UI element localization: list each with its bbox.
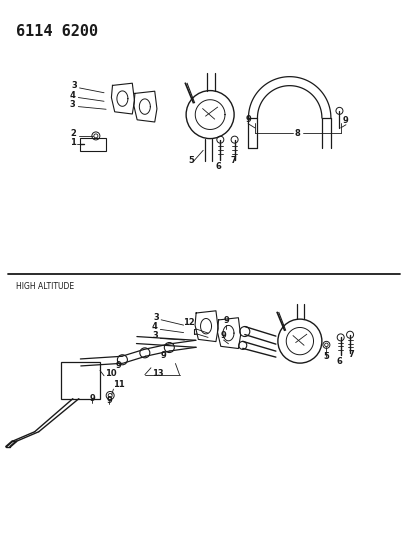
Text: 6: 6 xyxy=(337,357,342,366)
Text: 12: 12 xyxy=(183,318,195,327)
Text: 9: 9 xyxy=(115,361,121,370)
Text: 2: 2 xyxy=(71,129,76,138)
Text: 11: 11 xyxy=(113,381,125,390)
Text: 9: 9 xyxy=(245,115,251,124)
Text: 13: 13 xyxy=(153,369,164,378)
Text: 10: 10 xyxy=(105,369,117,378)
Text: 4: 4 xyxy=(152,322,158,332)
Text: 9: 9 xyxy=(106,396,112,405)
Text: 3: 3 xyxy=(153,313,159,322)
Text: 9: 9 xyxy=(89,394,95,403)
Text: 8: 8 xyxy=(295,129,301,138)
Text: 4: 4 xyxy=(70,91,75,100)
Text: HIGH ALTITUDE: HIGH ALTITUDE xyxy=(16,282,74,292)
Text: 9: 9 xyxy=(224,316,229,325)
Text: 3: 3 xyxy=(72,81,78,90)
Text: 6: 6 xyxy=(216,163,222,172)
Text: 5: 5 xyxy=(324,352,329,361)
Text: 9: 9 xyxy=(160,351,166,360)
Text: 9: 9 xyxy=(221,332,226,341)
Text: 3: 3 xyxy=(70,100,75,109)
Text: 7: 7 xyxy=(231,156,236,165)
Text: 1: 1 xyxy=(71,138,76,147)
Text: 5: 5 xyxy=(188,156,194,165)
Text: 9: 9 xyxy=(343,116,349,125)
Text: 7: 7 xyxy=(348,350,354,359)
Text: 3: 3 xyxy=(152,332,158,341)
Text: 6114 6200: 6114 6200 xyxy=(16,24,98,39)
